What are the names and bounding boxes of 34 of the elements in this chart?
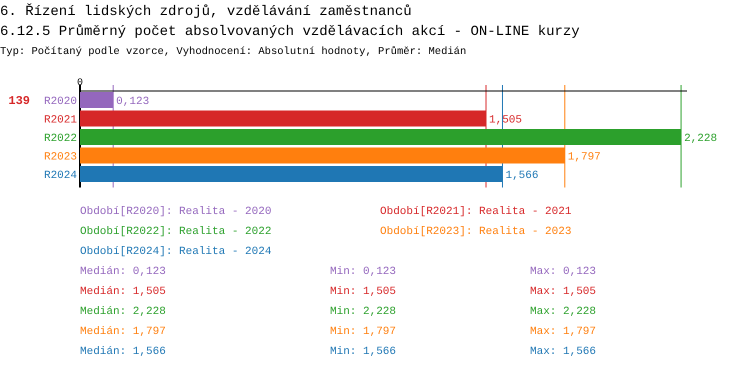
y-tick-label: R2020 xyxy=(44,96,77,108)
data-label: 0,123 xyxy=(116,96,150,108)
text: Max: 2,228 xyxy=(530,306,596,318)
data-label: 2,228 xyxy=(684,133,718,145)
text: Max: 0,123 xyxy=(530,266,596,278)
data-label: 1,566 xyxy=(505,170,538,182)
chart-subtitle: 6.12.5 Průměrný počet absolvovaných vzdělávacích akcí - ON-LINE kurzy xyxy=(0,24,580,40)
chart-title: 6. Řízení lidských zdrojů, vzdělávání zaměstnanců xyxy=(0,3,412,20)
text: Typ: Počítaný podle vzorce, Vyhodnocení: Absolutní hodnoty, Průměr: Medián xyxy=(0,46,466,58)
text: Min: 1,566 xyxy=(330,346,396,358)
text: Období[R2020]: Realita - 2020 xyxy=(80,206,272,218)
text: Max: 1,797 xyxy=(530,326,596,338)
text: Období[R2023]: Realita - 2023 xyxy=(380,226,572,238)
text: Období[R2024]: Realita - 2024 xyxy=(80,246,272,258)
y-tick-label: R2021 xyxy=(44,114,78,126)
text: Min: 2,228 xyxy=(330,306,396,318)
text: Medián: 2,228 xyxy=(80,306,166,318)
text: Medián: 1,797 xyxy=(80,326,166,338)
annotation: 0 xyxy=(76,78,84,89)
text: Min: 1,797 xyxy=(330,326,396,338)
text: Max: 1,566 xyxy=(530,346,596,358)
text: 139 xyxy=(8,94,30,108)
y-tick-label: R2022 xyxy=(44,133,77,145)
text: Medián: 1,505 xyxy=(80,286,166,298)
y-tick-label: R2023 xyxy=(44,152,77,164)
text: Min: 0,123 xyxy=(330,266,396,278)
data-label: 1,797 xyxy=(568,152,601,164)
text: Max: 1,505 xyxy=(530,286,596,298)
text: Období[R2021]: Realita - 2021 xyxy=(380,206,572,218)
text: Medián: 0,123 xyxy=(80,266,166,278)
text: Medián: 1,566 xyxy=(80,346,166,358)
text: Min: 1,505 xyxy=(330,286,396,298)
y-tick-label: R2024 xyxy=(44,170,78,182)
text: Období[R2022]: Realita - 2022 xyxy=(80,226,272,238)
